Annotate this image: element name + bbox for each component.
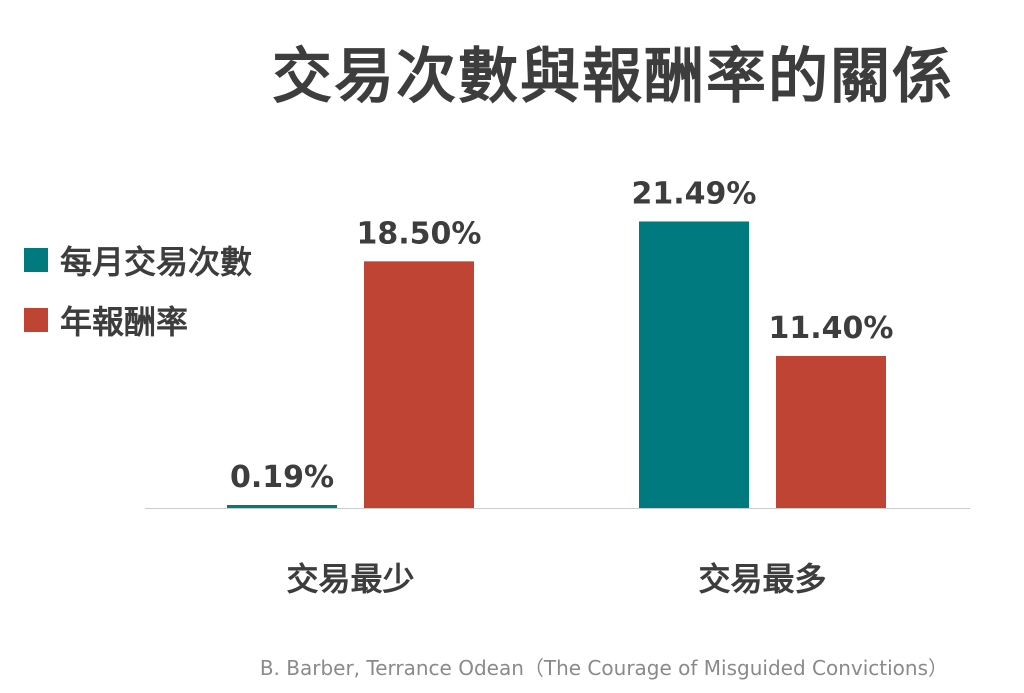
bar-return-2 xyxy=(776,356,886,508)
legend-item-trades: 每月交易次數 xyxy=(24,240,253,281)
legend-swatch-return xyxy=(24,308,48,332)
chart-legend: 每月交易次數 年報酬率 xyxy=(24,240,252,360)
category-label-2: 交易最多 xyxy=(698,560,826,598)
data-label-trades-2: 21.49% xyxy=(632,176,757,211)
bar-return-1 xyxy=(364,261,474,508)
legend-label-return: 年報酬率 xyxy=(60,303,189,341)
category-label-1: 交易最少 xyxy=(286,560,414,598)
source-note: B. Barber, Terrance Odean（The Courage of… xyxy=(259,656,948,680)
data-label-return-2: 11.40% xyxy=(769,311,894,346)
legend-label-trades: 每月交易次數 xyxy=(60,243,253,281)
data-label-return-1: 18.50% xyxy=(357,216,482,251)
data-label-trades-1: 0.19% xyxy=(230,460,334,495)
chart-title: 交易次數與報酬率的關係 xyxy=(272,42,954,112)
bar-trades-1 xyxy=(227,505,337,508)
bar-trades-2 xyxy=(639,221,749,508)
legend-swatch-trades xyxy=(24,248,48,272)
legend-item-return: 年報酬率 xyxy=(24,300,252,341)
